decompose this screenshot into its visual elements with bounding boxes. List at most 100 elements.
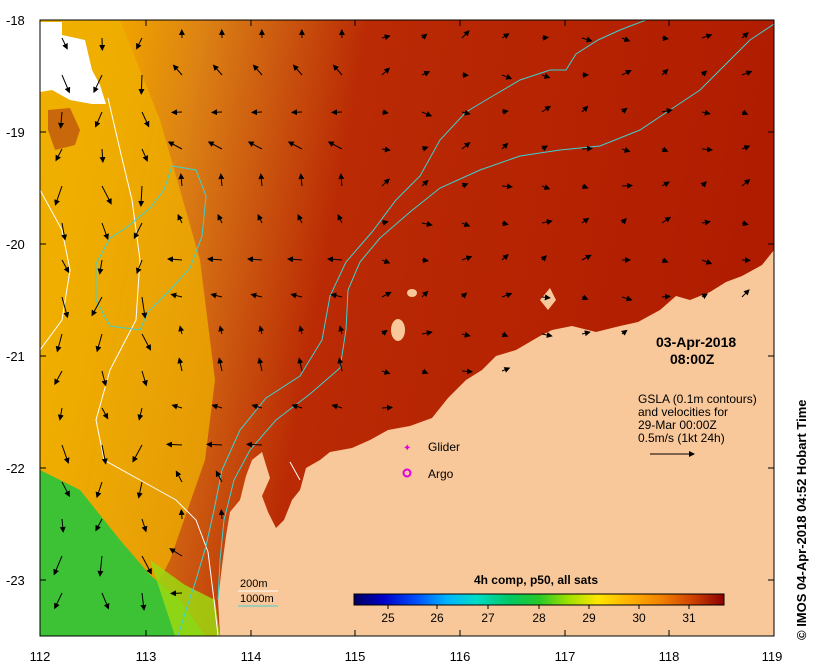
velocity-arrow — [621, 329, 628, 336]
velocity-arrow — [701, 146, 713, 153]
velocity-arrow — [133, 222, 143, 240]
velocity-arrow — [55, 148, 63, 162]
velocity-arrow — [287, 256, 303, 263]
velocity-arrow — [741, 220, 749, 227]
velocity-arrow — [57, 407, 64, 421]
velocity-arrow — [101, 222, 109, 240]
velocity-arrow — [501, 220, 509, 227]
velocity-arrow — [177, 213, 183, 224]
velocity-arrow — [250, 292, 263, 299]
velocity-arrow — [337, 213, 343, 224]
velocity-arrow — [461, 255, 473, 262]
velocity-arrow — [701, 219, 711, 226]
velocity-arrow — [700, 181, 707, 188]
velocity-arrow — [99, 148, 106, 163]
velocity-arrow — [91, 296, 103, 317]
velocity-arrow — [297, 213, 303, 224]
velocity-arrow — [54, 592, 63, 610]
velocity-arrow — [61, 74, 71, 94]
colorbar-title: 4h comp, p50, all sats — [474, 573, 598, 587]
velocity-arrow — [141, 555, 152, 575]
x-ticks — [39, 20, 775, 636]
velocity-arrow — [461, 221, 471, 227]
velocity-arrow — [581, 105, 589, 113]
velocity-arrow — [381, 219, 389, 226]
velocity-arrow — [421, 257, 429, 264]
velocity-arrow — [167, 141, 183, 150]
velocity-arrow — [381, 67, 391, 76]
velocity-arrow — [741, 289, 750, 298]
velocity-arrow — [218, 173, 225, 187]
velocity-arrow — [138, 74, 145, 95]
velocity-arrow — [581, 294, 589, 301]
velocity-arrow — [247, 256, 263, 263]
velocity-arrow — [95, 481, 103, 499]
velocity-arrow — [741, 70, 753, 77]
velocity-arrow — [287, 141, 303, 150]
velocity-arrow — [701, 293, 708, 300]
velocity-arrow — [501, 183, 513, 190]
velocity-arrow — [327, 141, 343, 150]
velocity-arrow — [59, 518, 66, 533]
colorbar-ticks — [387, 605, 690, 609]
velocity-arrow — [132, 444, 143, 463]
velocity-arrow — [461, 331, 471, 338]
velocity-arrow — [421, 368, 429, 375]
velocity-arrow — [297, 357, 304, 372]
velocity-arrow — [298, 173, 305, 187]
x-tick-label: 113 — [136, 649, 157, 664]
velocity-arrow — [461, 368, 473, 375]
velocity-arrow — [338, 325, 345, 335]
velocity-arrow — [95, 518, 103, 532]
colorbar-tick-label: 31 — [682, 611, 696, 625]
colorbar — [353, 593, 725, 606]
velocity-arrow — [251, 403, 263, 410]
velocity-arrow — [581, 330, 591, 337]
velocity-arrow — [257, 213, 263, 224]
velocity-arrow — [167, 256, 183, 263]
date-label: 03-Apr-2018 — [656, 334, 736, 350]
velocity-arrow — [177, 357, 184, 372]
colorbar-tick-label: 30 — [632, 611, 646, 625]
velocity-arrow — [138, 185, 145, 207]
velocity-arrow — [700, 70, 708, 77]
velocity-arrow — [55, 333, 63, 353]
velocity-arrow — [421, 111, 433, 117]
velocity-arrow — [460, 292, 468, 299]
island — [391, 319, 405, 341]
x-tick-label: 114 — [241, 649, 262, 664]
y-tick-label: -23 — [6, 573, 25, 588]
velocity-arrow — [258, 173, 265, 187]
velocity-arrow — [246, 441, 263, 448]
velocity-arrow — [621, 36, 631, 42]
velocity-arrow — [581, 36, 593, 43]
velocity-arrow — [621, 69, 632, 76]
velocity-arrow — [170, 590, 183, 597]
velocity-arrow — [101, 444, 108, 465]
velocity-arrow — [701, 109, 711, 116]
velocity-arrow — [61, 296, 70, 319]
velocity-arrow — [741, 145, 751, 151]
velocity-arrow — [61, 259, 70, 274]
argo-legend-label: Argo — [428, 467, 454, 481]
x-tick-label: 116 — [450, 649, 471, 664]
velocity-arrow — [581, 254, 592, 261]
velocity-arrow — [461, 109, 471, 116]
velocity-arrow — [290, 292, 303, 299]
velocity-arrow — [298, 325, 305, 335]
velocity-arrow — [421, 330, 433, 336]
velocity-arrow — [257, 357, 264, 372]
velocity-arrow — [701, 258, 713, 265]
velocity-arrow — [661, 181, 670, 188]
velocity-arrow — [661, 257, 669, 264]
velocity-arrow — [501, 142, 509, 150]
velocity-arrow — [211, 403, 223, 410]
cloud-mask — [40, 22, 106, 104]
velocity-arrow — [166, 441, 183, 448]
velocity-arrow — [501, 33, 510, 39]
velocity-arrow — [541, 145, 549, 152]
colorbar-tick-label: 25 — [381, 611, 395, 625]
argo-marker-icon — [402, 468, 412, 478]
velocity-arrow — [137, 407, 144, 421]
velocity-arrow — [541, 294, 551, 301]
